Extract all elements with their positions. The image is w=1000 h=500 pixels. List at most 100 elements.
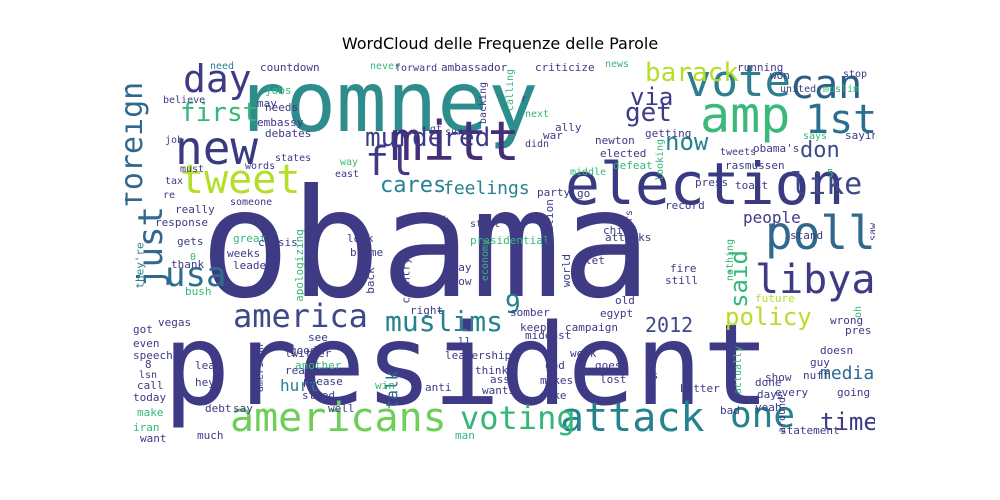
word-voting: voting bbox=[460, 399, 576, 437]
word-presidential: presidential bbox=[470, 234, 550, 247]
word-think: think bbox=[475, 364, 509, 377]
word-wants: wants bbox=[482, 384, 516, 397]
word-done: done bbox=[755, 376, 782, 389]
word-leader: leader bbox=[233, 259, 273, 272]
word-countdown: countdown bbox=[260, 61, 320, 74]
word-r: r bbox=[521, 94, 528, 105]
word-sure: sure bbox=[445, 127, 470, 138]
word-americans: americans bbox=[230, 395, 447, 441]
word-crisis: crisis bbox=[258, 236, 298, 249]
word-1st: 1st bbox=[805, 97, 875, 143]
word-like: like bbox=[790, 167, 863, 202]
word-tweet: tweet bbox=[180, 157, 301, 203]
word-stood: stood bbox=[302, 389, 336, 402]
word-want: want bbox=[140, 432, 167, 445]
word-people: people bbox=[743, 208, 801, 227]
word-muslims: muslims bbox=[385, 305, 504, 338]
word-must: must bbox=[180, 164, 205, 175]
word-poll: poll bbox=[765, 206, 875, 260]
word-murdered: murdered bbox=[365, 123, 491, 153]
word-may: may bbox=[257, 97, 277, 110]
word-never: never bbox=[370, 61, 401, 72]
word-bad: bad bbox=[720, 404, 740, 417]
word-start: start bbox=[470, 219, 501, 230]
word-usa: usa bbox=[165, 255, 227, 295]
word-nuff: nuff bbox=[803, 369, 830, 382]
word-re: re bbox=[163, 190, 176, 201]
word-hey: hey bbox=[195, 376, 215, 389]
word-stop: stop bbox=[843, 69, 868, 80]
word-0: 0 bbox=[190, 252, 197, 263]
word-anti: anti bbox=[425, 381, 452, 394]
word-criticize: criticize bbox=[535, 61, 595, 74]
word-debates: debates bbox=[265, 127, 312, 140]
word-today: today bbox=[133, 391, 167, 404]
word-jobs: jobs bbox=[265, 84, 292, 97]
word-2012: 2012 bbox=[645, 313, 694, 337]
word-win: win bbox=[375, 379, 395, 392]
word-wrong: wrong bbox=[830, 314, 864, 327]
word-vs: vs bbox=[645, 369, 659, 382]
word-doesn: doesn bbox=[820, 344, 854, 357]
word-really: really bbox=[175, 203, 215, 216]
word-running: running bbox=[737, 61, 784, 74]
word-egypt: egypt bbox=[600, 307, 634, 320]
word-get: get bbox=[625, 98, 672, 128]
word-elected: elected bbox=[600, 147, 647, 160]
word-foreign: foreign bbox=[125, 81, 151, 209]
word-lsn: lsn bbox=[139, 370, 158, 381]
word-don: don bbox=[800, 138, 840, 163]
word-nothing: nothing bbox=[725, 238, 737, 282]
word-words: words bbox=[245, 161, 276, 172]
word-pres: pres bbox=[845, 324, 872, 337]
word-weak: weak bbox=[570, 347, 597, 360]
word-forward: forward bbox=[395, 63, 438, 74]
word-8: 8 bbox=[145, 358, 152, 371]
word-barack: barack bbox=[645, 60, 739, 88]
word-somber: somber bbox=[510, 306, 550, 319]
word-record: record bbox=[665, 199, 705, 212]
word-actually: actually bbox=[733, 345, 745, 395]
word-didn: didn bbox=[525, 139, 550, 150]
word-every: every bbox=[775, 386, 809, 399]
word-great: great bbox=[233, 232, 267, 245]
word-another: another bbox=[295, 359, 342, 372]
word-world: world bbox=[560, 253, 574, 288]
word-saying: saying bbox=[845, 129, 875, 142]
word-theyre: they're bbox=[133, 242, 147, 289]
word-news: news bbox=[605, 60, 630, 70]
word-day: day bbox=[183, 60, 252, 101]
word-next: next bbox=[525, 109, 550, 120]
word-days: days bbox=[757, 388, 784, 401]
word-speech: speech bbox=[133, 349, 173, 362]
word-guy: guy bbox=[810, 356, 830, 369]
word-backing: backing bbox=[478, 81, 490, 125]
word-go: go bbox=[577, 187, 591, 200]
word-press: press bbox=[695, 176, 729, 189]
word-good: good bbox=[290, 344, 317, 357]
word-feelings: feelings bbox=[443, 178, 530, 199]
word-president: president bbox=[163, 301, 770, 431]
word-one: one bbox=[730, 395, 796, 436]
word-going: going bbox=[837, 386, 871, 399]
word-iran: iran bbox=[133, 421, 160, 434]
word-states: states bbox=[275, 153, 312, 164]
word-defeat: defeat bbox=[613, 159, 653, 172]
word-stand: stand bbox=[790, 229, 824, 242]
word-tweets: tweets bbox=[720, 147, 757, 158]
word-please: please bbox=[303, 375, 343, 388]
word-god: god bbox=[545, 359, 565, 372]
word-blame: blame bbox=[350, 246, 384, 259]
word-administration: administration bbox=[542, 199, 556, 292]
word-election: election bbox=[565, 150, 845, 218]
word-economy: economy bbox=[480, 238, 492, 282]
word-oh: oh bbox=[853, 305, 865, 319]
word-says: says bbox=[803, 131, 828, 142]
word-look: look bbox=[347, 232, 374, 245]
word-much: much bbox=[197, 429, 224, 442]
word-fuck: fuck bbox=[425, 215, 450, 226]
word-2: 2 bbox=[630, 254, 637, 267]
word-calling: calling bbox=[505, 68, 517, 112]
word-9: 9 bbox=[505, 290, 521, 320]
